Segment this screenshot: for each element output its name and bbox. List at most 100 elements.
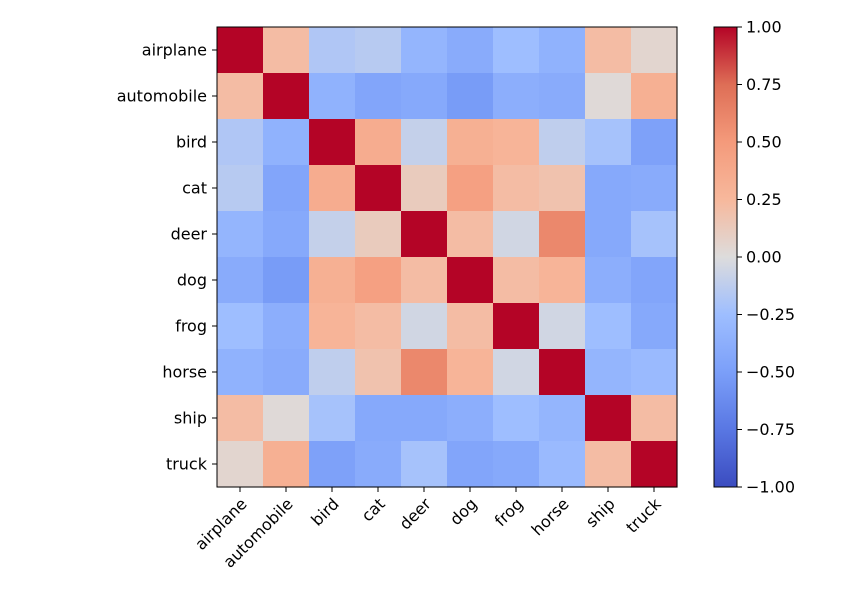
y-tick-label-airplane: airplane xyxy=(142,41,207,60)
heatmap-cell-deer-airplane xyxy=(217,211,264,258)
heatmap-cell-deer-truck xyxy=(631,211,678,258)
heatmap-cell-cat-horse xyxy=(539,165,586,212)
heatmap-cell-automobile-ship xyxy=(585,73,632,120)
heatmap-cell-frog-airplane xyxy=(217,303,264,350)
heatmap-cell-bird-bird xyxy=(309,119,356,166)
heatmap-cell-bird-ship xyxy=(585,119,632,166)
heatmap-cell-truck-truck xyxy=(631,441,678,488)
heatmap-cell-deer-frog xyxy=(493,211,540,258)
heatmap-cell-frog-ship xyxy=(585,303,632,350)
heatmap-cell-cat-bird xyxy=(309,165,356,212)
colorbar-tick-label: 0.75 xyxy=(746,75,782,94)
heatmap-cell-dog-horse xyxy=(539,257,586,304)
heatmap-cell-horse-deer xyxy=(401,349,448,396)
heatmap-cell-ship-truck xyxy=(631,395,678,442)
y-tick-label-truck: truck xyxy=(166,455,208,474)
heatmap-cell-automobile-airplane xyxy=(217,73,264,120)
x-tick-label-ship: ship xyxy=(582,494,619,531)
colorbar-tick-label: 1.00 xyxy=(746,18,782,37)
colorbar-tick-label: −0.50 xyxy=(746,363,795,382)
heatmap-cell-airplane-bird xyxy=(309,27,356,74)
heatmap-cell-deer-bird xyxy=(309,211,356,258)
heatmap-cell-horse-horse xyxy=(539,349,586,396)
heatmap-cell-dog-ship xyxy=(585,257,632,304)
heatmap-cell-horse-bird xyxy=(309,349,356,396)
y-tick-label-deer: deer xyxy=(171,225,208,244)
heatmap-cell-dog-dog xyxy=(447,257,494,304)
heatmap-cell-ship-frog xyxy=(493,395,540,442)
heatmap-cell-frog-dog xyxy=(447,303,494,350)
heatmap-cell-airplane-deer xyxy=(401,27,448,74)
heatmap-cell-ship-horse xyxy=(539,395,586,442)
heatmap-cell-dog-cat xyxy=(355,257,402,304)
colorbar-tick-label: 0.25 xyxy=(746,190,782,209)
heatmap-cell-deer-ship xyxy=(585,211,632,258)
heatmap-cell-dog-deer xyxy=(401,257,448,304)
heatmap-cell-cat-frog xyxy=(493,165,540,212)
heatmap-cell-truck-horse xyxy=(539,441,586,488)
heatmap-cell-horse-dog xyxy=(447,349,494,396)
heatmap-cell-cat-cat xyxy=(355,165,402,212)
heatmap-cell-airplane-cat xyxy=(355,27,402,74)
colorbar-tick-label: −0.25 xyxy=(746,305,795,324)
y-tick-label-dog: dog xyxy=(177,271,207,290)
heatmap-cell-horse-cat xyxy=(355,349,402,396)
heatmap-cell-dog-bird xyxy=(309,257,356,304)
x-tick-label-truck: truck xyxy=(622,494,665,537)
heatmap-cell-frog-bird xyxy=(309,303,356,350)
heatmap-cell-automobile-cat xyxy=(355,73,402,120)
heatmap-cell-dog-airplane xyxy=(217,257,264,304)
heatmap-cell-bird-cat xyxy=(355,119,402,166)
heatmap-cell-cat-automobile xyxy=(263,165,310,212)
heatmap-cell-bird-frog xyxy=(493,119,540,166)
y-tick-labels: airplane automobile bird cat deer dog frog hors… xyxy=(117,41,217,474)
heatmap-cell-airplane-automobile xyxy=(263,27,310,74)
colorbar-tick-label: 0.50 xyxy=(746,133,782,152)
colorbar-gradient xyxy=(714,27,737,487)
heatmap-cell-dog-truck xyxy=(631,257,678,304)
heatmap-cell-frog-deer xyxy=(401,303,448,350)
heatmap-cell-truck-deer xyxy=(401,441,448,488)
heatmap-cell-horse-airplane xyxy=(217,349,264,396)
heatmap-cell-deer-horse xyxy=(539,211,586,258)
heatmap-cell-bird-airplane xyxy=(217,119,264,166)
heatmap-cell-horse-truck xyxy=(631,349,678,396)
x-tick-label-deer: deer xyxy=(396,494,435,533)
heatmap-cell-cat-truck xyxy=(631,165,678,212)
heatmap-cell-truck-ship xyxy=(585,441,632,488)
y-tick-label-automobile: automobile xyxy=(117,87,207,106)
heatmap-cell-ship-bird xyxy=(309,395,356,442)
y-tick-label-bird: bird xyxy=(176,133,207,152)
heatmap-cell-truck-automobile xyxy=(263,441,310,488)
heatmap-cell-horse-ship xyxy=(585,349,632,396)
heatmap-cell-truck-cat xyxy=(355,441,402,488)
heatmap-cell-bird-truck xyxy=(631,119,678,166)
heatmap-frame xyxy=(216,26,678,488)
heatmap-cell-automobile-automobile xyxy=(263,73,310,120)
heatmap-cell-frog-frog xyxy=(493,303,540,350)
heatmap-cell-airplane-ship xyxy=(585,27,632,74)
colorbar-tick-label: −1.00 xyxy=(746,478,795,497)
heatmap-cell-bird-horse xyxy=(539,119,586,166)
heatmap-cell-deer-cat xyxy=(355,211,402,258)
heatmap-cell-ship-automobile xyxy=(263,395,310,442)
x-tick-label-cat: cat xyxy=(358,494,389,525)
heatmap-cell-truck-dog xyxy=(447,441,494,488)
colorbar-tick-label: 0.00 xyxy=(746,248,782,267)
heatmap-cell-airplane-dog xyxy=(447,27,494,74)
heatmap-cell-automobile-truck xyxy=(631,73,678,120)
heatmap-cell-automobile-dog xyxy=(447,73,494,120)
heatmap-cell-bird-dog xyxy=(447,119,494,166)
heatmap-cell-cat-deer xyxy=(401,165,448,212)
heatmap-cell-airplane-truck xyxy=(631,27,678,74)
heatmap-cell-horse-frog xyxy=(493,349,540,396)
heatmap-cell-deer-deer xyxy=(401,211,448,258)
heatmap-cell-horse-automobile xyxy=(263,349,310,396)
heatmap-cell-bird-automobile xyxy=(263,119,310,166)
heatmap-cell-truck-airplane xyxy=(217,441,264,488)
heatmap-cell-ship-cat xyxy=(355,395,402,442)
heatmap-cell-airplane-airplane xyxy=(217,27,264,74)
heatmap-cell-automobile-frog xyxy=(493,73,540,120)
heatmap-cell-automobile-horse xyxy=(539,73,586,120)
